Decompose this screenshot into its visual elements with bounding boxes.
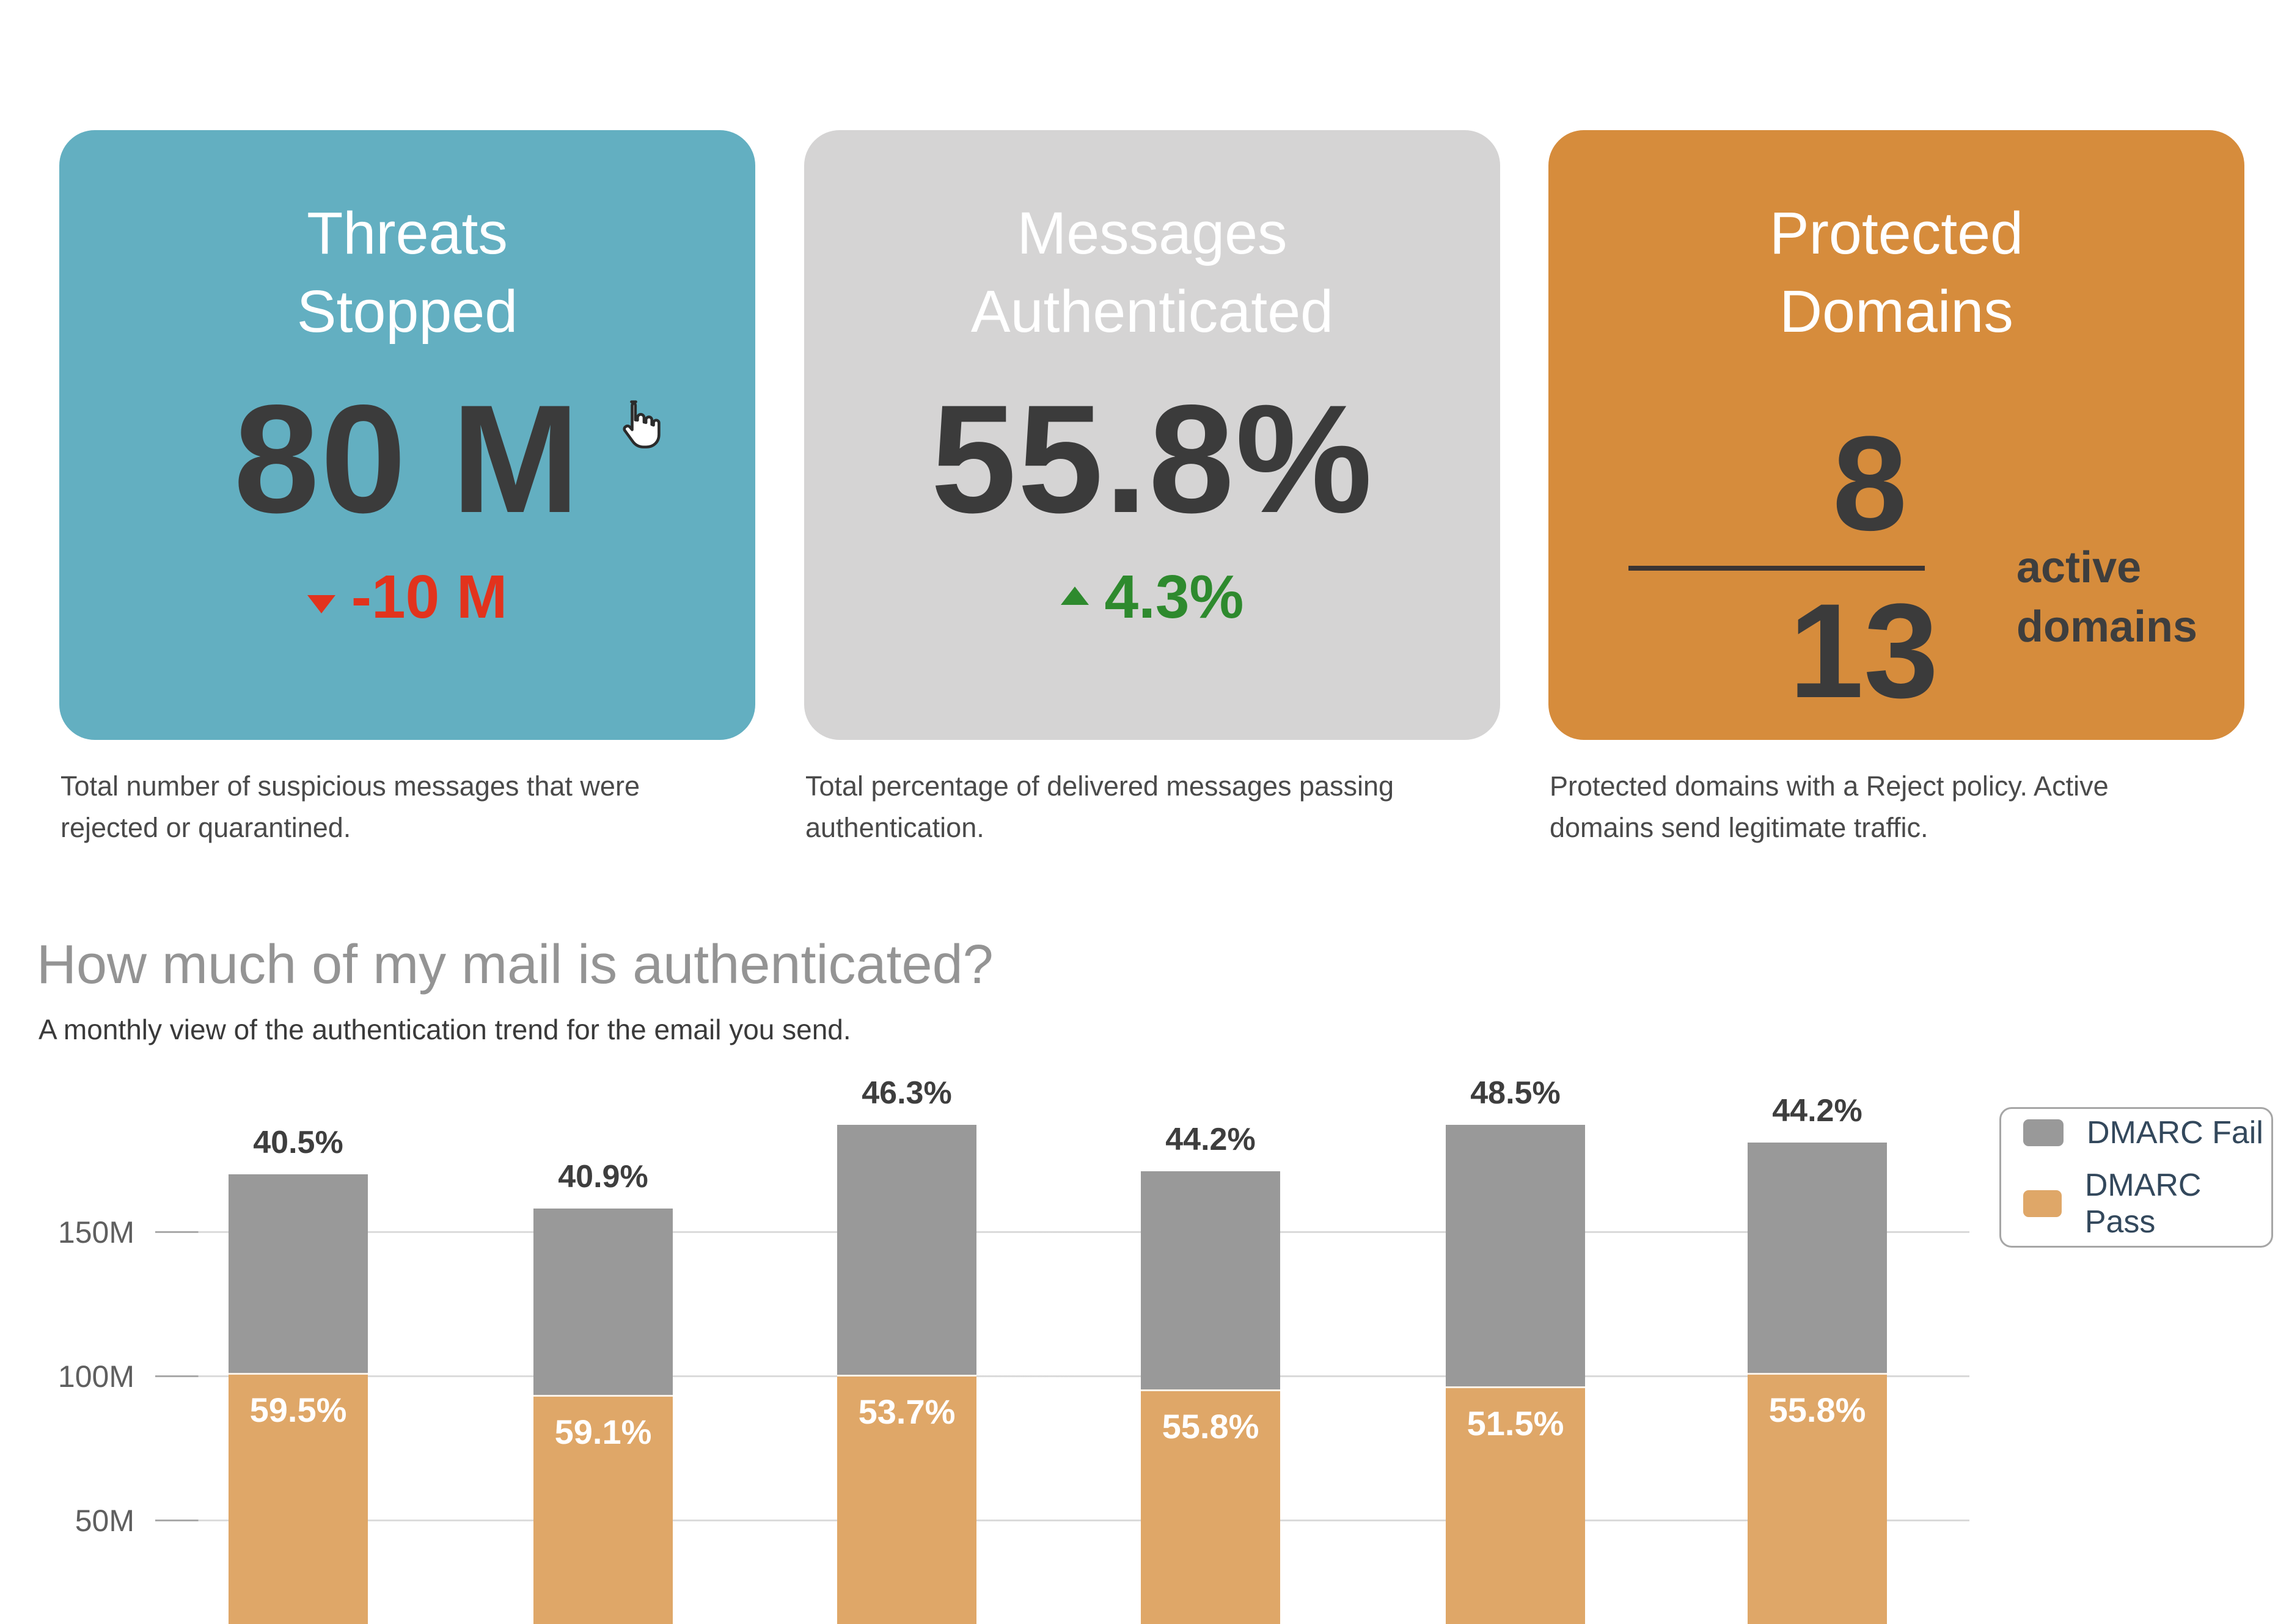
dmarc-fail-percent-label: 48.5% (1470, 1075, 1561, 1111)
legend-item-dmarc-pass[interactable]: DMARC Pass (2023, 1167, 2271, 1240)
y-axis-tick-label: 50M (75, 1504, 134, 1538)
stacked-bar[interactable] (1748, 1142, 1887, 1624)
gridline-100M (155, 1375, 1969, 1377)
bar-pass-segment[interactable] (229, 1372, 368, 1624)
dmarc-fail-percent-label: 44.2% (1772, 1092, 1862, 1128)
messages-authenticated-delta: 4.3% (1060, 562, 1244, 632)
stacked-bar[interactable] (1141, 1171, 1280, 1624)
hand-pointer-cursor (623, 400, 661, 448)
messages-authenticated-card[interactable]: Messages Authenticated 55.8% 4.3% (804, 130, 1500, 740)
card-title-line: Authenticated (970, 278, 1334, 345)
legend-label: DMARC Fail (2087, 1115, 2263, 1150)
bar-pass-segment[interactable] (837, 1375, 976, 1624)
card-title-line: Stopped (296, 278, 518, 345)
gridline-50M (155, 1520, 1969, 1521)
section-subtitle: A monthly view of the authentication tre… (38, 1014, 851, 1045)
delta-value: 4.3% (1104, 563, 1244, 632)
delta-value: -10 M (351, 563, 508, 632)
y-axis-tick-label: 150M (57, 1215, 134, 1249)
y-axis-tick-label: 100M (57, 1359, 134, 1394)
dmarc-fail-percent-label: 40.5% (253, 1124, 343, 1160)
card-title: Threats Stopped (297, 194, 518, 351)
dmarc-fail-swatch-icon (2023, 1119, 2064, 1146)
bar-pass-segment[interactable] (1748, 1373, 1887, 1624)
stacked-bar[interactable] (837, 1125, 976, 1624)
legend-label: DMARC Pass (2084, 1168, 2202, 1240)
card-title-line: Protected (1769, 200, 2024, 266)
threats-stopped-delta: -10 M (307, 562, 508, 632)
threats-stopped-value: 80 M (233, 373, 581, 546)
bar-pass-segment[interactable] (1446, 1386, 1585, 1624)
legend-item-dmarc-fail[interactable]: DMARC Fail (2023, 1114, 2271, 1151)
gridline-150M (155, 1231, 1969, 1233)
chart-legend: DMARC Fail DMARC Pass (1999, 1107, 2273, 1248)
messages-authenticated-value: 55.8% (931, 373, 1374, 546)
card-title-line: Messages (1017, 200, 1287, 266)
section-title: How much of my mail is authenticated? (37, 934, 994, 995)
messages-authenticated-caption: Total percentage of delivered messages p… (805, 770, 1394, 843)
card-title-line: Domains (1779, 278, 2013, 345)
dmarc-fail-percent-label: 40.9% (558, 1159, 648, 1195)
fraction-divider (1628, 566, 1925, 571)
stacked-bar[interactable] (1446, 1125, 1585, 1624)
active-domains-label-line: active (2016, 543, 2142, 592)
protected-domains-card[interactable]: Protected Domains 8 13 active domains (1548, 130, 2244, 740)
protected-domains-denominator: 13 (1789, 576, 1939, 726)
active-domains-label-line: domains (2016, 602, 2198, 652)
dmarc-fail-percent-label: 46.3% (862, 1075, 952, 1111)
card-title: Protected Domains (1770, 194, 2023, 351)
protected-domains-caption: Protected domains with a Reject policy. … (1550, 770, 2109, 843)
card-title: Messages Authenticated (971, 194, 1333, 351)
active-domains-label: active domains (2016, 538, 2197, 657)
stacked-bar[interactable] (229, 1174, 368, 1624)
triangle-up-icon (1060, 586, 1089, 605)
protected-domains-numerator: 8 (1832, 408, 1908, 558)
threats-stopped-caption: Total number of suspicious messages that… (60, 770, 640, 843)
bar-pass-segment[interactable] (533, 1395, 673, 1624)
dmarc-fail-percent-label: 44.2% (1165, 1121, 1256, 1157)
stacked-bar[interactable] (533, 1209, 673, 1624)
dmarc-pass-swatch-icon (2023, 1190, 2062, 1217)
bar-pass-segment[interactable] (1141, 1389, 1280, 1624)
triangle-down-icon (307, 594, 335, 613)
card-title-line: Threats (307, 200, 508, 266)
